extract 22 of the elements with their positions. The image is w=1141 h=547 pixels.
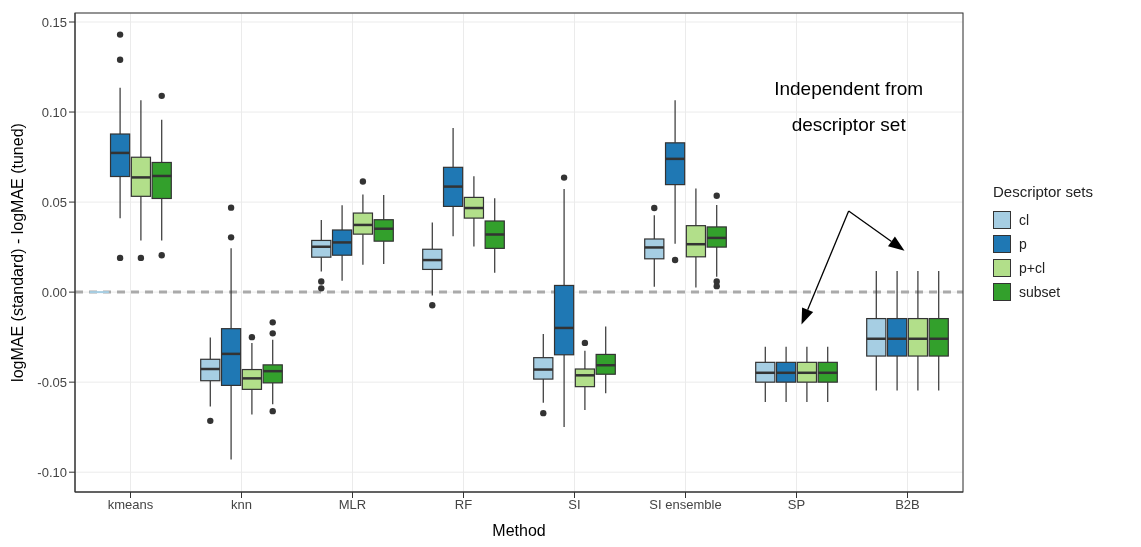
y-tick-label: 0.00 [41,284,67,300]
legend-title: Descriptor sets [993,182,1094,200]
x-tick-label: knn [231,497,252,513]
y-tick-label: 0.15 [41,14,67,30]
x-tick-label: SI [568,497,581,513]
y-tick-label: 0.10 [41,104,67,120]
legend-label: p+cl [1019,259,1046,276]
x-axis-title: Method [492,522,546,539]
y-tick-label: -0.10 [37,464,67,480]
y-axis-title: logMAE (standard) - logMAE (tuned) [8,123,26,382]
x-tick-label: kmeans [107,497,154,513]
legend-label: cl [1019,211,1030,228]
legend-label: p [1019,235,1027,252]
x-tick-label: RF [454,497,473,513]
x-tick-label: SP [787,497,806,513]
annotation: Independent from descriptor set [773,77,925,138]
x-tick-label: MLR [338,497,367,513]
x-tick-label: SI ensemble [649,497,722,513]
legend-label: subset [1019,283,1061,300]
x-tick-label: B2B [895,497,920,513]
y-tick-label: 0.05 [41,194,67,210]
y-tick-label: -0.05 [37,374,67,390]
